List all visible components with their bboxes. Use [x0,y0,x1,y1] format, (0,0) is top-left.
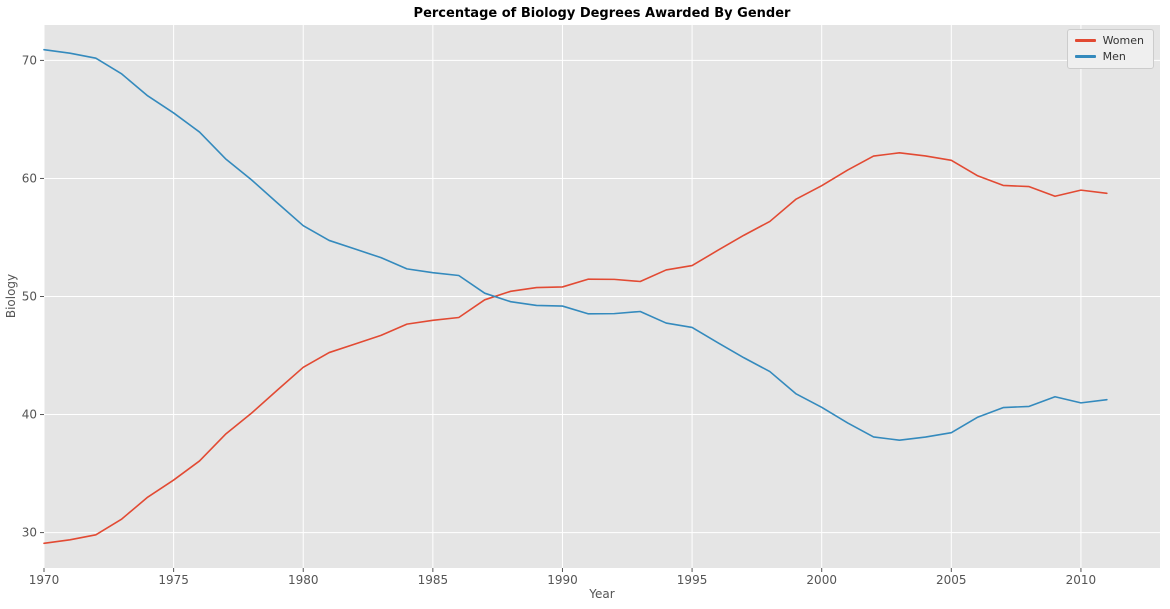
y-tick-label: 50 [22,290,37,304]
legend: Women Men [1066,29,1154,69]
x-tick-label: 1970 [29,573,60,587]
x-tick-label: 1975 [158,573,189,587]
men-line-swatch [1074,55,1096,58]
x-tick-label: 1985 [418,573,449,587]
y-tick-label: 40 [22,408,37,422]
y-tick-label: 60 [22,171,37,185]
men-line [43,48,1108,441]
x-axis-label: Year [589,587,615,601]
x-tick-label: 2005 [936,573,967,587]
y-tick-label: 30 [22,526,37,540]
y-tick-label: 70 [22,53,37,67]
legend-item-women: Women [1074,34,1144,47]
x-tick-label: 2000 [806,573,837,587]
women-line [43,152,1108,545]
legend-item-men: Men [1074,50,1144,63]
x-tick-label: 1990 [547,573,578,587]
x-tick-label: 2010 [1066,573,1097,587]
women-line-swatch [1074,39,1096,42]
legend-label-women: Women [1102,34,1144,47]
x-tick-label: 1995 [677,573,708,587]
chart-title: Percentage of Biology Degrees Awarded By… [413,6,791,21]
legend-label-men: Men [1102,50,1126,63]
x-tick-label: 1980 [288,573,319,587]
y-axis-label: Biology [4,273,18,319]
